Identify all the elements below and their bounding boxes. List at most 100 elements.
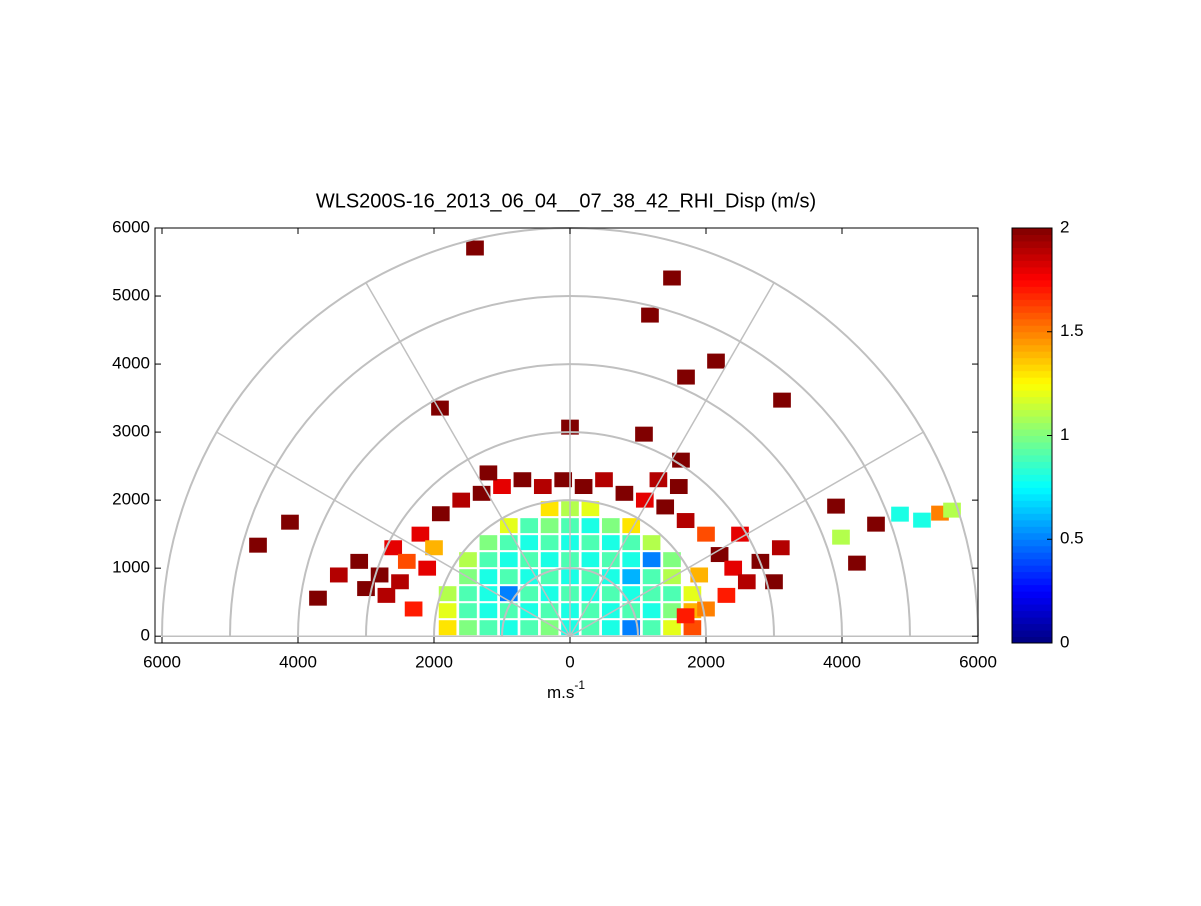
y-tick-label: 2000 xyxy=(112,490,150,509)
colorbar-step xyxy=(1012,318,1052,326)
cell xyxy=(431,506,450,522)
colorbar-step xyxy=(1012,364,1052,372)
cell xyxy=(827,498,845,514)
cell xyxy=(724,560,743,576)
cell xyxy=(459,552,477,568)
cell xyxy=(479,620,498,636)
x-tick-label: 4000 xyxy=(823,652,861,671)
spoke xyxy=(569,431,924,637)
cell xyxy=(642,586,661,602)
colorbar-step xyxy=(1012,351,1052,359)
cell xyxy=(581,535,600,551)
cell xyxy=(404,601,423,617)
cell xyxy=(540,620,559,636)
cell xyxy=(581,603,600,619)
cell xyxy=(663,620,681,636)
cell xyxy=(466,240,484,256)
colorbar-step xyxy=(1012,474,1052,482)
colorbar-step xyxy=(1012,500,1052,508)
colorbar-step xyxy=(1012,396,1052,404)
cell xyxy=(479,586,498,602)
cell xyxy=(683,620,702,636)
cell xyxy=(771,540,790,556)
colorbar-step xyxy=(1012,273,1052,281)
colorbar-step xyxy=(1012,545,1052,553)
cell xyxy=(499,535,518,551)
cell xyxy=(581,501,600,517)
colorbar-step xyxy=(1012,260,1052,268)
cell xyxy=(581,552,600,568)
cell xyxy=(622,569,641,585)
colorbar-step xyxy=(1012,565,1052,573)
cell xyxy=(913,512,931,528)
cell xyxy=(615,485,634,501)
cell xyxy=(459,586,477,602)
cell xyxy=(669,479,688,495)
cell xyxy=(479,465,498,481)
cell xyxy=(832,529,850,545)
colorbar-step xyxy=(1012,279,1052,287)
y-tick-label: 5000 xyxy=(112,286,150,305)
y-tick-label: 1000 xyxy=(112,558,150,577)
cell xyxy=(635,492,654,508)
cell xyxy=(765,574,783,590)
x-tick-label: 6000 xyxy=(143,652,181,671)
x-tick-label: 4000 xyxy=(279,652,317,671)
colorbar-step xyxy=(1012,228,1052,235)
colorbar-step xyxy=(1012,539,1052,547)
cell xyxy=(663,603,681,619)
cell xyxy=(520,518,539,534)
colorbar-step xyxy=(1012,416,1052,424)
colorbar-tick-label: 0.5 xyxy=(1060,529,1084,548)
colorbar-step xyxy=(1012,422,1052,430)
colorbar: 0 0.5 1 1.5 2 xyxy=(1011,217,1084,651)
colorbar-step xyxy=(1012,591,1052,599)
colorbar-step xyxy=(1012,532,1052,540)
cell xyxy=(499,620,518,636)
cell xyxy=(773,392,791,408)
x-tick-label: 0 xyxy=(565,652,574,671)
cell xyxy=(676,513,695,529)
cell xyxy=(867,516,885,532)
colorbar-step xyxy=(1012,338,1052,346)
cell xyxy=(540,535,559,551)
colorbar-step xyxy=(1012,617,1052,625)
colorbar-step xyxy=(1012,403,1052,411)
cell xyxy=(601,535,620,551)
colorbar-step xyxy=(1012,390,1052,398)
colorbar-step xyxy=(1012,266,1052,274)
colorbar-step xyxy=(1012,636,1052,644)
spoke xyxy=(569,282,775,637)
cell xyxy=(249,537,267,553)
colorbar-step xyxy=(1012,513,1052,521)
cell xyxy=(540,501,559,517)
cell xyxy=(411,526,430,542)
polar-grid xyxy=(161,227,979,637)
cell xyxy=(574,479,593,495)
cell xyxy=(641,307,659,323)
colorbar-step xyxy=(1012,286,1052,294)
cell xyxy=(513,472,532,488)
colorbar-step xyxy=(1012,604,1052,612)
cell xyxy=(601,552,620,568)
colorbar-step xyxy=(1012,325,1052,333)
cell xyxy=(710,547,729,563)
colorbar-step xyxy=(1012,461,1052,469)
cell xyxy=(540,518,559,534)
cell xyxy=(649,472,668,488)
colorbar-step xyxy=(1012,526,1052,534)
cell xyxy=(622,535,641,551)
colorbar-tick-label: 0 xyxy=(1060,632,1069,651)
cell xyxy=(540,603,559,619)
cell xyxy=(418,560,437,576)
cell xyxy=(350,553,369,569)
cell xyxy=(676,608,695,624)
colorbar-step xyxy=(1012,240,1052,248)
cell xyxy=(663,270,681,286)
cell xyxy=(520,620,539,636)
colorbar-step xyxy=(1012,552,1052,560)
cell xyxy=(663,586,681,602)
colorbar-step xyxy=(1012,558,1052,566)
cell xyxy=(697,526,715,542)
